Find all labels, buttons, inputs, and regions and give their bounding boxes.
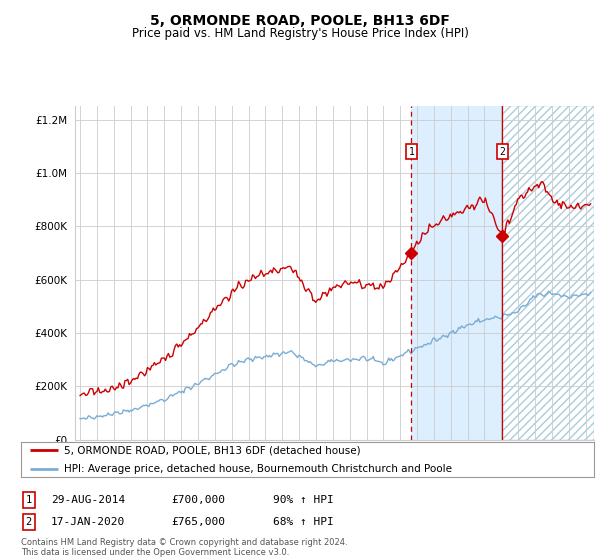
Bar [502,106,594,440]
Text: 5, ORMONDE ROAD, POOLE, BH13 6DF: 5, ORMONDE ROAD, POOLE, BH13 6DF [150,14,450,28]
Text: 17-JAN-2020: 17-JAN-2020 [51,517,125,527]
Text: 2: 2 [499,147,505,157]
Text: 1: 1 [26,495,32,505]
Bar [412,106,502,440]
Text: 29-AUG-2014: 29-AUG-2014 [51,495,125,505]
Text: £700,000: £700,000 [171,495,225,505]
Text: Price paid vs. HM Land Registry's House Price Index (HPI): Price paid vs. HM Land Registry's House … [131,27,469,40]
Text: 5, ORMONDE ROAD, POOLE, BH13 6DF (detached house): 5, ORMONDE ROAD, POOLE, BH13 6DF (detach… [64,445,361,455]
Text: Contains HM Land Registry data © Crown copyright and database right 2024.
This d: Contains HM Land Registry data © Crown c… [21,538,347,557]
Text: HPI: Average price, detached house, Bournemouth Christchurch and Poole: HPI: Average price, detached house, Bour… [64,464,452,474]
Text: £765,000: £765,000 [171,517,225,527]
Text: 90% ↑ HPI: 90% ↑ HPI [273,495,334,505]
Text: 1: 1 [409,147,414,157]
Text: 68% ↑ HPI: 68% ↑ HPI [273,517,334,527]
Text: 2: 2 [26,517,32,527]
